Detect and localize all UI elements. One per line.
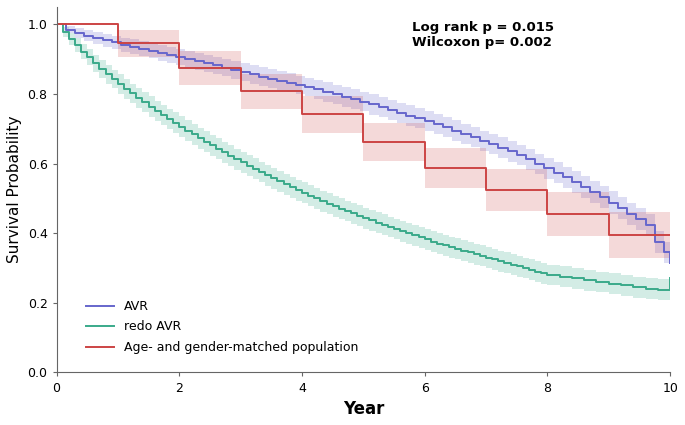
Age- and gender-matched population [236, 89, 245, 94]
Line: AVR: AVR [57, 24, 670, 263]
Age- and gender-matched population [298, 112, 306, 117]
Age- and gender-matched population [605, 232, 613, 238]
AVR [651, 240, 659, 245]
AVR [666, 260, 674, 265]
AVR [605, 200, 613, 205]
Age- and gender-matched population [114, 41, 122, 46]
redo AVR [519, 266, 527, 271]
redo AVR [630, 285, 638, 290]
redo AVR [653, 287, 662, 292]
redo AVR [666, 276, 674, 281]
Age- and gender-matched population [482, 187, 490, 192]
AVR [200, 61, 208, 66]
AVR [402, 113, 410, 118]
Age- and gender-matched population [421, 165, 429, 170]
Line: redo AVR: redo AVR [57, 24, 670, 289]
redo AVR [641, 286, 649, 292]
Age- and gender-matched population [53, 22, 61, 27]
AVR [190, 59, 199, 64]
redo AVR [120, 86, 128, 91]
AVR [53, 22, 61, 27]
redo AVR [53, 22, 61, 27]
Age- and gender-matched population [666, 232, 674, 238]
Age- and gender-matched population [543, 212, 551, 217]
Age- and gender-matched population [359, 139, 367, 144]
Y-axis label: Survival Probability: Survival Probability [7, 116, 22, 264]
redo AVR [194, 136, 202, 141]
Line: Age- and gender-matched population: Age- and gender-matched population [57, 24, 670, 235]
X-axis label: Year: Year [342, 400, 384, 418]
Text: Log rank p = 0.015
Wilcoxon p= 0.002: Log rank p = 0.015 Wilcoxon p= 0.002 [412, 21, 554, 49]
Age- and gender-matched population [175, 65, 184, 71]
AVR [412, 116, 420, 121]
Legend: AVR, redo AVR, Age- and gender-matched population: AVR, redo AVR, Age- and gender-matched p… [82, 295, 363, 359]
redo AVR [182, 128, 190, 133]
